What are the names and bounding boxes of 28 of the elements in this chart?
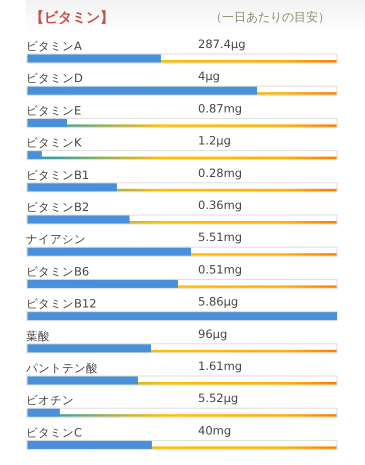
annotation: 96μg <box>198 326 228 341</box>
annotation: 1.2μg <box>198 134 231 148</box>
annotation: 0.28mg <box>198 166 242 180</box>
y-tick-label: ビタミンC <box>26 425 82 440</box>
y-tick-label: ビタミンE <box>26 103 82 118</box>
annotation: 5.52μg <box>198 391 238 406</box>
annotation: 0.51mg <box>198 262 242 276</box>
annotation: 5.51mg <box>198 230 242 244</box>
annotation: 0.36mg <box>198 198 242 212</box>
y-tick-label: ビタミンB6 <box>26 264 90 278</box>
chart-title: 【ビタミン】 <box>30 10 114 26</box>
y-tick-label: ビタミンB12 <box>26 296 97 311</box>
annotation: 0.87mg <box>198 101 242 116</box>
y-tick-label: パントテン酸 <box>25 361 98 375</box>
y-tick-label: ナイアシン <box>26 232 86 246</box>
annotation: 5.86μg <box>198 294 238 309</box>
annotation: 40mg <box>198 423 232 438</box>
y-tick-label: ビタミンK <box>26 136 82 150</box>
y-tick-label: ビタミンB1 <box>26 168 90 182</box>
annotation: 1.61mg <box>198 359 242 373</box>
y-tick-label: 葉酸 <box>26 328 50 343</box>
annotation: 287.4μg <box>198 37 246 51</box>
annotation: 4μg <box>198 69 220 84</box>
chart-subtitle: （一日あたりの目安） <box>210 10 330 24</box>
y-tick-label: ビタミンB2 <box>26 200 90 214</box>
y-tick-label: ビタミンD <box>26 71 83 86</box>
y-tick-label: ビオチン <box>26 393 74 408</box>
y-tick-label: ビタミンA <box>26 39 82 53</box>
